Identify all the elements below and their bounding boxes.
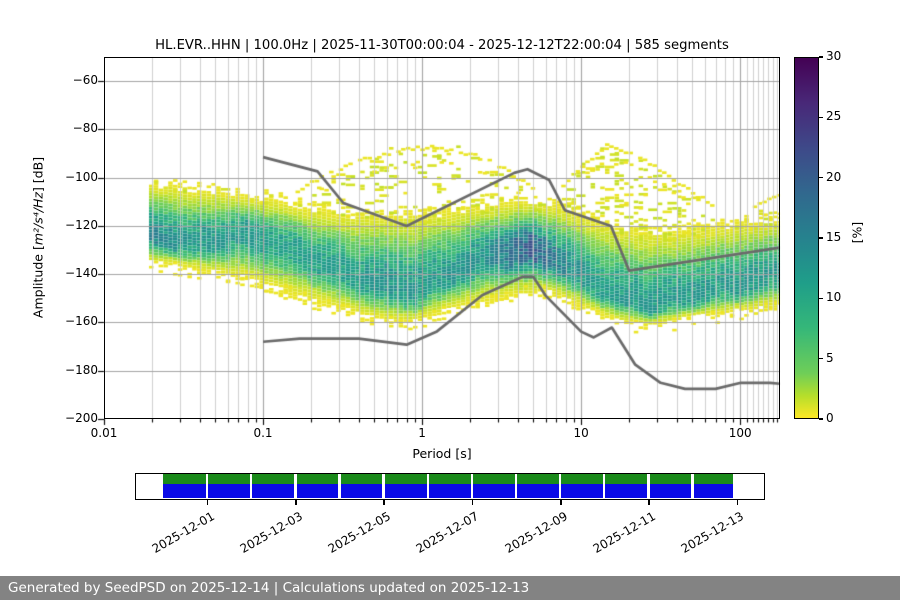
- x-axis-label: Period [s]: [412, 446, 472, 461]
- timeline-tick: [560, 500, 562, 505]
- colorbar-tick-mark: [819, 177, 823, 179]
- colorbar-tick-label: 10: [826, 290, 842, 305]
- coverage-gap: [691, 474, 694, 498]
- x-tick-label: 0.01: [90, 426, 118, 440]
- colorbar-tick-mark: [819, 116, 823, 118]
- x-tick-label: 1: [418, 426, 426, 440]
- y-tick-label: −80: [72, 121, 98, 136]
- y-tick-label: −60: [72, 73, 98, 88]
- y-tick-label: −160: [65, 314, 98, 329]
- coverage-gap: [514, 474, 518, 498]
- coverage-gap: [294, 474, 297, 498]
- colorbar-tick-label: 5: [826, 350, 834, 365]
- coverage-gap: [647, 474, 650, 498]
- colorbar-tick-label: 20: [826, 169, 842, 184]
- footer-status-bar: Generated by SeedPSD on 2025-12-14 | Cal…: [0, 576, 900, 600]
- colorbar-tick-mark: [819, 297, 823, 299]
- timeline-tick: [736, 500, 739, 505]
- colorbar-tick-label: 30: [826, 49, 842, 63]
- y-tick-label: −180: [65, 362, 98, 377]
- coverage-gap: [426, 474, 429, 498]
- timeline-tick: [648, 500, 650, 505]
- coverage-gap: [382, 474, 385, 498]
- coverage-gap: [205, 474, 209, 498]
- coverage-gap: [338, 474, 341, 498]
- y-tick-label: −200: [65, 411, 98, 425]
- coverage-timeline: [135, 473, 765, 500]
- x-tick-label: 10: [573, 426, 589, 440]
- x-tick-label: 100: [728, 426, 752, 440]
- coverage-gap: [249, 474, 253, 498]
- footer-text: Generated by SeedPSD on 2025-12-14 | Cal…: [8, 580, 530, 596]
- colorbar-tick-mark: [819, 358, 823, 360]
- colorbar: [794, 57, 819, 419]
- y-tick-label: −120: [65, 217, 98, 232]
- coverage-gap: [603, 474, 606, 498]
- colorbar-tick-mark: [819, 418, 823, 420]
- coverage-segment-blue: [162, 483, 734, 498]
- coverage-segment-green: [162, 474, 734, 484]
- timeline-tick: [206, 500, 209, 505]
- coverage-gap: [558, 474, 562, 498]
- colorbar-tick-mark: [819, 56, 823, 58]
- colorbar-tick-label: 15: [826, 230, 842, 244]
- colorbar-gradient: [795, 58, 818, 418]
- colorbar-label: [%]: [849, 221, 865, 244]
- colorbar-tick-label: 25: [826, 109, 842, 124]
- chart-title: HL.EVR..HHN | 100.0Hz | 2025-11-30T00:00…: [155, 38, 729, 53]
- y-tick-label: −100: [65, 169, 98, 184]
- coverage-gap: [470, 474, 474, 498]
- timeline-tick: [295, 500, 297, 505]
- y-axis-label-prefix: Amplitude [: [30, 245, 46, 319]
- timeline-tick: [471, 500, 474, 505]
- colorbar-tick-mark: [819, 237, 823, 239]
- x-tick-label: 0.1: [253, 426, 273, 440]
- timeline-tick: [383, 500, 385, 505]
- colorbar-tick-label: 0: [826, 411, 834, 425]
- y-tick-label: −140: [65, 266, 98, 281]
